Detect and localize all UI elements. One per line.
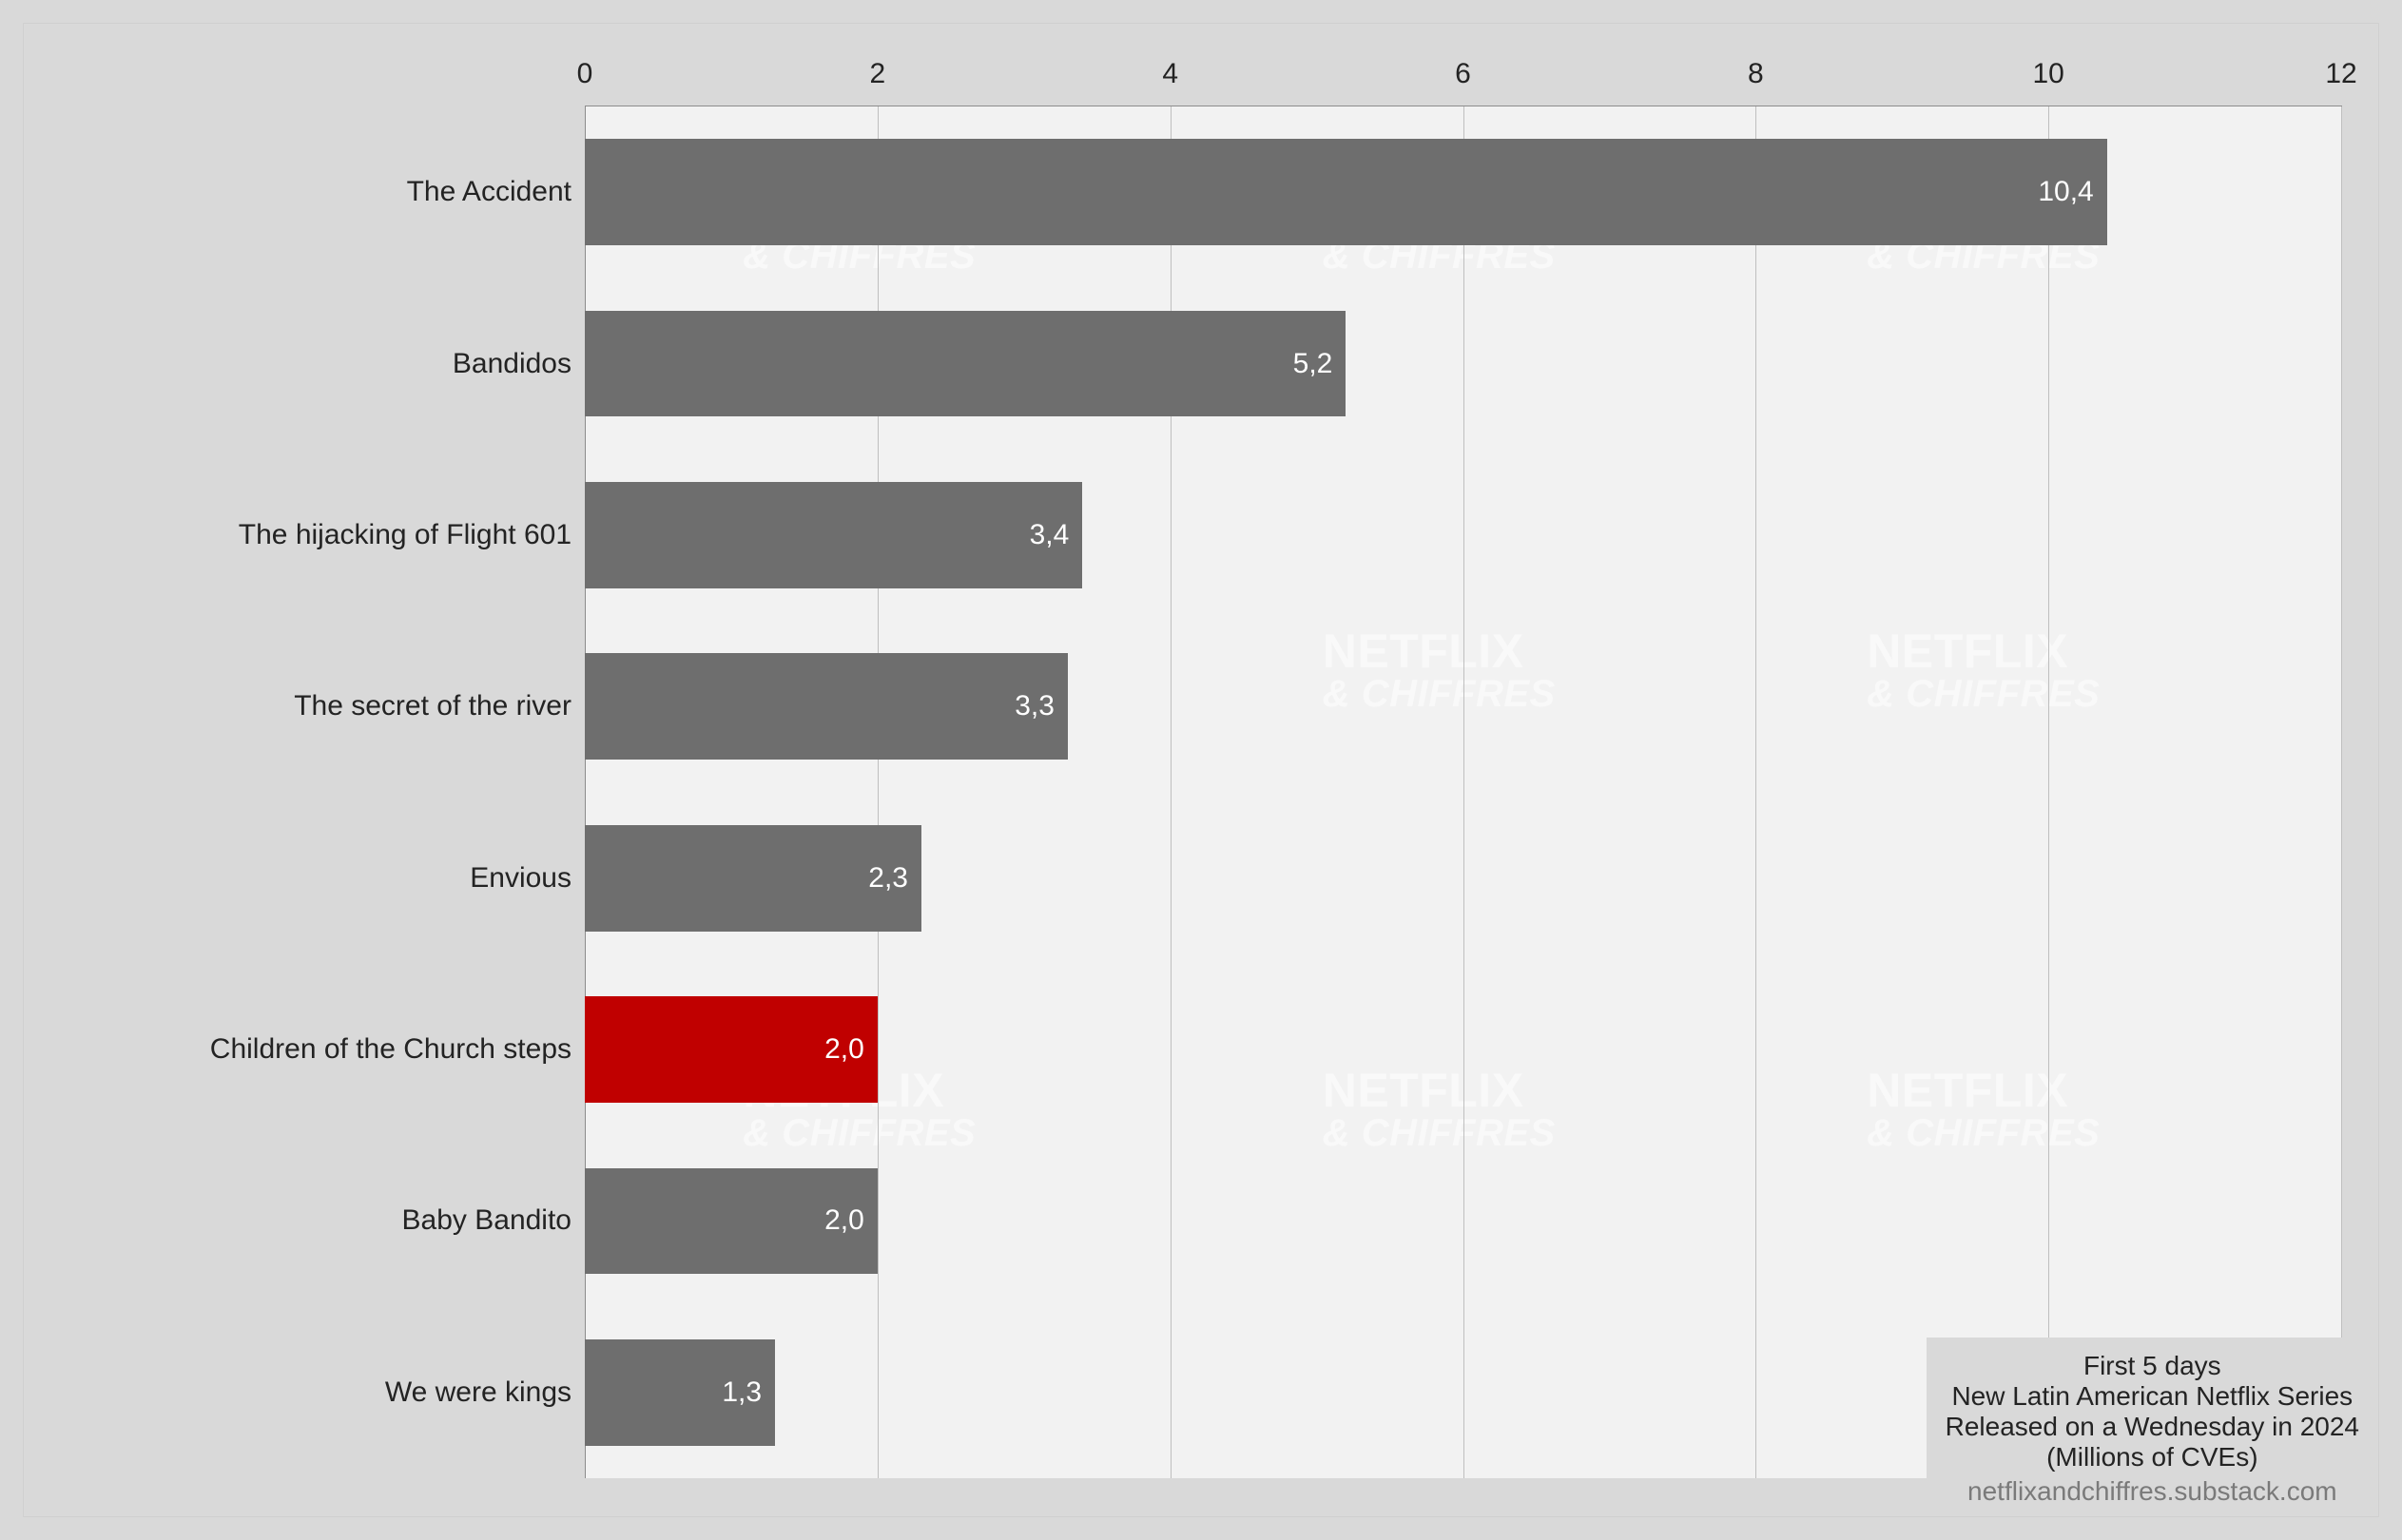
category-label: Bandidos	[453, 348, 585, 380]
bar: 2,0	[585, 996, 878, 1103]
watermark: NETFLIX& CHIFFRES	[1323, 1067, 1556, 1152]
gridline	[2048, 106, 2049, 1478]
bar: 3,3	[585, 653, 1068, 760]
category-label: Baby Bandito	[402, 1204, 585, 1237]
category-label: Envious	[470, 862, 585, 895]
category-label: Children of the Church steps	[210, 1033, 585, 1066]
bar: 1,3	[585, 1339, 775, 1446]
bar-value-label: 1,3	[722, 1376, 762, 1409]
bar: 5,2	[585, 311, 1346, 417]
bar-value-label: 3,3	[1015, 690, 1055, 722]
gridline	[1463, 106, 1464, 1478]
chart-container: NETFLIX& CHIFFRES NETFLIX& CHIFFRES NETFLI…	[23, 23, 2379, 1517]
x-tick-label: 8	[1748, 58, 1764, 90]
gridline	[1755, 106, 1756, 1478]
x-tick-label: 2	[869, 58, 885, 90]
legend-source: netflixandchiffres.substack.com	[1946, 1476, 2359, 1507]
legend-line: (Millions of CVEs)	[1946, 1442, 2359, 1473]
category-label: The secret of the river	[294, 690, 585, 722]
bar: 2,0	[585, 1168, 878, 1275]
bar-row: The secret of the river3,3	[585, 653, 1068, 760]
x-tick-label: 6	[1455, 58, 1471, 90]
bar-row: The Accident10,4	[585, 139, 2107, 245]
bar-row: We were kings1,3	[585, 1339, 775, 1446]
x-tick-label: 4	[1162, 58, 1178, 90]
bar-value-label: 2,0	[824, 1033, 864, 1066]
legend-line: First 5 days	[1946, 1351, 2359, 1381]
bar: 2,3	[585, 825, 921, 932]
legend-line: New Latin American Netflix Series	[1946, 1381, 2359, 1412]
x-tick-label: 10	[2032, 58, 2063, 90]
bar: 10,4	[585, 139, 2107, 245]
bar-value-label: 5,2	[1293, 348, 1333, 380]
gridline	[2341, 106, 2342, 1478]
bar-row: The hijacking of Flight 6013,4	[585, 482, 1082, 588]
bar: 3,4	[585, 482, 1082, 588]
bar-value-label: 2,3	[868, 862, 908, 895]
x-tick-label: 12	[2325, 58, 2356, 90]
plot-area: NETFLIX& CHIFFRES NETFLIX& CHIFFRES NETFLI…	[585, 106, 2342, 1478]
legend-box: First 5 daysNew Latin American Netflix S…	[1927, 1338, 2378, 1516]
bar-row: Children of the Church steps2,0	[585, 996, 878, 1103]
bar-row: Envious2,3	[585, 825, 921, 932]
x-tick-label: 0	[577, 58, 593, 90]
bar-value-label: 10,4	[2038, 176, 2093, 208]
bar-row: Bandidos5,2	[585, 311, 1346, 417]
category-label: We were kings	[385, 1376, 585, 1409]
watermark: NETFLIX& CHIFFRES	[1867, 627, 2100, 713]
watermark: NETFLIX& CHIFFRES	[1867, 1067, 2100, 1152]
legend-line: Released on a Wednesday in 2024	[1946, 1412, 2359, 1442]
bar-value-label: 2,0	[824, 1204, 864, 1237]
watermark: NETFLIX& CHIFFRES	[1323, 627, 1556, 713]
category-label: The Accident	[407, 176, 585, 208]
bar-value-label: 3,4	[1030, 519, 1070, 551]
category-label: The hijacking of Flight 601	[239, 519, 585, 551]
bar-row: Baby Bandito2,0	[585, 1168, 878, 1275]
